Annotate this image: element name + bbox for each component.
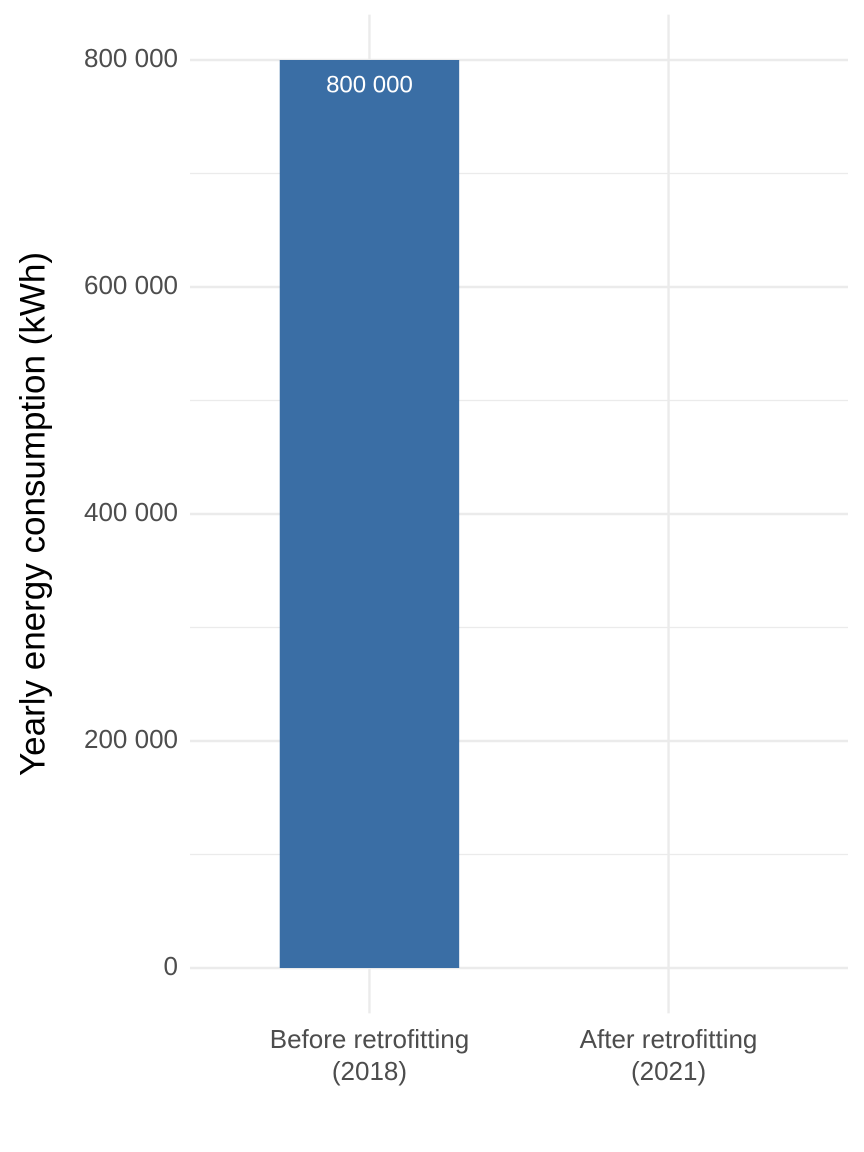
value-label: 800 000 — [326, 71, 413, 98]
y-axis-title: Yearly energy consumption (kWh) — [13, 252, 52, 776]
x-tick-label: Before retrofitting (2018) — [269, 1024, 470, 1087]
y-tick-label: 600 000 — [84, 270, 178, 300]
y-tick-label: 200 000 — [84, 724, 178, 754]
y-tick-label: 0 — [164, 951, 178, 981]
bar — [279, 60, 460, 968]
x-tick-label: After retrofitting (2021) — [579, 1024, 758, 1087]
y-tick-label: 800 000 — [84, 43, 178, 73]
y-tick-label: 400 000 — [84, 497, 178, 527]
